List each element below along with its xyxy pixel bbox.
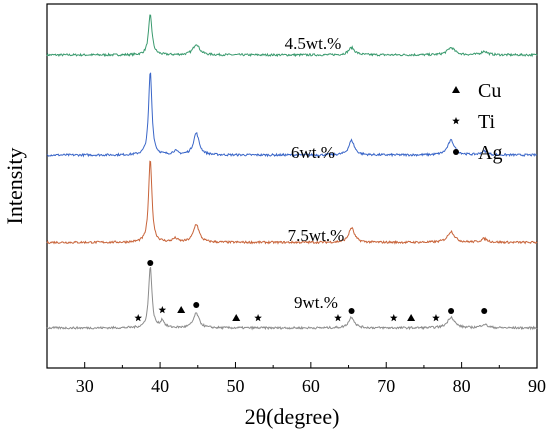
peak-marker-1-star <box>134 314 143 322</box>
peak-marker-2-star <box>158 306 167 314</box>
peak-marker-8-circle <box>348 308 355 314</box>
series-label-1: 6wt.% <box>291 143 335 162</box>
peak-marker-7-star <box>334 314 342 322</box>
x-tick-label-70: 70 <box>377 376 395 396</box>
peak-marker-12-circle <box>448 308 455 314</box>
x-tick-label-90: 90 <box>528 376 546 396</box>
peak-marker-10-triangle <box>407 314 416 321</box>
legend: Cu Ti Ag <box>452 80 502 164</box>
legend-marker-ti <box>452 117 460 125</box>
series-line-3 <box>46 266 538 331</box>
x-tick-label-30: 30 <box>76 376 94 396</box>
peak-marker-6-star <box>254 314 262 322</box>
peak-marker-9-star <box>389 314 398 322</box>
series-line-2 <box>46 160 538 245</box>
peak-markers <box>134 260 488 322</box>
series-line-1 <box>46 72 538 158</box>
x-ticks: 30 40 50 60 70 80 90 <box>46 362 546 396</box>
series-label-2: 7.5wt.% <box>288 226 345 245</box>
x-axis-label: 2θ(degree) <box>245 404 340 429</box>
legend-marker-ag <box>453 149 459 155</box>
legend-label-cu: Cu <box>478 80 501 102</box>
peak-marker-0-circle <box>147 260 154 266</box>
x-tick-label-40: 40 <box>151 376 169 396</box>
peak-marker-11-star <box>432 314 440 322</box>
legend-label-ag: Ag <box>478 142 502 164</box>
plot-frame <box>46 3 538 369</box>
peak-marker-13-circle <box>481 308 488 314</box>
x-tick-label-50: 50 <box>226 376 244 396</box>
x-tick-label-80: 80 <box>453 376 471 396</box>
y-axis-label: Intensity <box>2 148 27 225</box>
series-line-0 <box>46 14 538 58</box>
peak-marker-5-triangle <box>232 314 241 321</box>
peak-marker-4-circle <box>193 302 200 308</box>
legend-marker-cu <box>452 86 460 93</box>
peak-marker-3-triangle <box>177 306 186 313</box>
legend-label-ti: Ti <box>478 111 496 133</box>
x-tick-label-60: 60 <box>302 376 320 396</box>
curves <box>46 14 538 331</box>
series-label-3: 9wt.% <box>294 293 338 312</box>
series-label-0: 4.5wt.% <box>285 34 342 53</box>
curve-labels: 4.5wt.% 6wt.% 7.5wt.% 9wt.% <box>285 34 345 312</box>
